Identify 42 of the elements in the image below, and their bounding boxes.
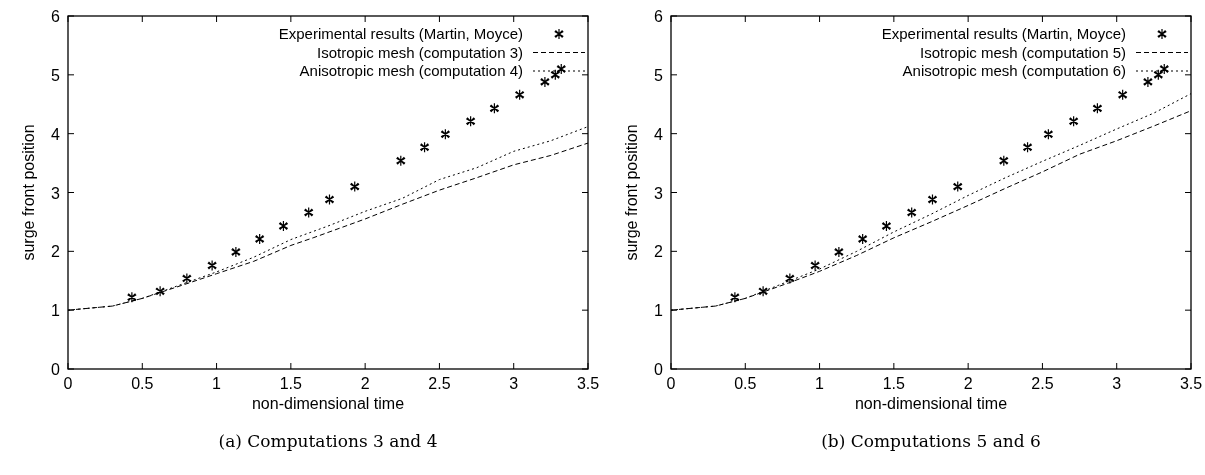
legend-label: Isotropic mesh (computation 5) bbox=[920, 43, 1126, 61]
y-tick-label: 2 bbox=[51, 243, 61, 261]
y-tick-label: 0 bbox=[654, 361, 664, 378]
legend-label: Anisotropic mesh (computation 4) bbox=[299, 62, 523, 79]
y-tick-label: 5 bbox=[654, 66, 664, 84]
x-tick-label: 1.5 bbox=[279, 375, 303, 392]
legend-label: Anisotropic mesh (computation 6) bbox=[902, 62, 1126, 79]
x-tick-label: 0.5 bbox=[131, 375, 154, 392]
x-tick-label: 2 bbox=[360, 375, 370, 392]
y-tick-label: 2 bbox=[654, 243, 664, 261]
x-tick-label: 0 bbox=[666, 375, 676, 392]
x-tick-label: 1.5 bbox=[882, 375, 906, 392]
y-axis-title: surge front position bbox=[20, 124, 37, 261]
y-tick-label: 3 bbox=[654, 184, 664, 202]
y-tick-label: 1 bbox=[654, 302, 664, 320]
y-tick-label: 0 bbox=[51, 361, 61, 378]
text: (b) Computations 5 and 6 bbox=[821, 431, 1041, 451]
x-tick-label: 3 bbox=[1112, 375, 1122, 392]
y-axis-title: surge front position bbox=[623, 124, 640, 261]
x-tick-label: 3.5 bbox=[576, 375, 600, 392]
x-tick-label: 0 bbox=[63, 375, 73, 392]
x-axis-title: non-dimensional time bbox=[854, 395, 1008, 412]
y-tick-label: 4 bbox=[51, 125, 61, 143]
y-tick-label: 3 bbox=[51, 184, 61, 202]
x-tick-label: 0.5 bbox=[734, 375, 757, 392]
text: (a) Computations 3 and 4 bbox=[218, 431, 438, 451]
x-tick-label: 2.5 bbox=[1031, 375, 1054, 392]
y-tick-label: 1 bbox=[51, 302, 61, 320]
y-tick-label: 4 bbox=[654, 125, 664, 143]
legend-label: Experimental results (Martin, Moyce) bbox=[278, 25, 523, 42]
y-tick-label: 5 bbox=[51, 66, 61, 84]
x-tick-label: 1 bbox=[212, 375, 222, 392]
x-tick-label: 2 bbox=[963, 375, 973, 392]
x-tick-label: 2.5 bbox=[428, 375, 451, 392]
legend-label: Experimental results (Martin, Moyce) bbox=[881, 25, 1126, 42]
x-tick-label: 3 bbox=[509, 375, 519, 392]
x-axis-title: non-dimensional time bbox=[251, 395, 405, 412]
y-tick-label: 6 bbox=[51, 8, 61, 25]
legend-label: Isotropic mesh (computation 3) bbox=[317, 43, 523, 61]
x-tick-label: 3.5 bbox=[1179, 375, 1203, 392]
y-tick-label: 6 bbox=[654, 8, 664, 25]
x-tick-label: 1 bbox=[815, 375, 825, 392]
